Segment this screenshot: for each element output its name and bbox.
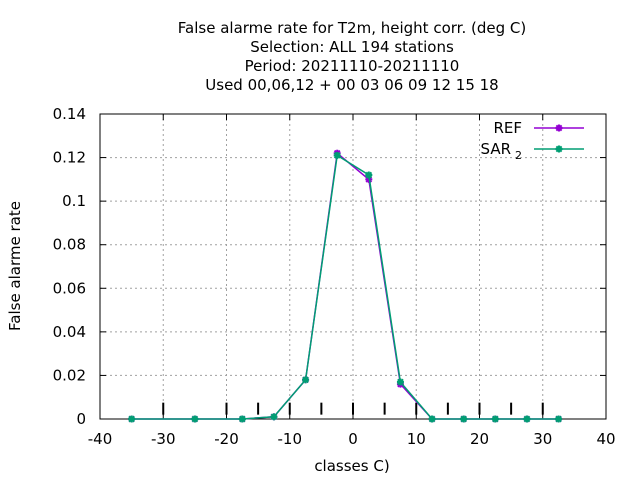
y-axis-label: False alarme rate (6, 201, 24, 331)
x-tick-label: -30 (151, 430, 176, 448)
x-axis-ticks: -40 -30 -20 -10 0 10 20 30 40 (88, 114, 616, 448)
legend-label-ref: REF (493, 119, 522, 137)
x-tick-label: 40 (596, 430, 615, 448)
y-axis-ticks: 0 0.02 0.04 0.06 0.08 0.1 0.12 0.14 (53, 105, 606, 428)
legend-marker-ref (555, 124, 563, 132)
series (128, 149, 563, 423)
x-tick-label: 20 (470, 430, 489, 448)
title-line: Period: 20211110-20211110 (245, 57, 460, 75)
x-axis-label: classes C) (314, 457, 389, 475)
chart-title: False alarme rate for T2m, height corr. … (178, 19, 526, 94)
x-tick-label: -20 (214, 430, 239, 448)
y-tick-label: 0.04 (53, 323, 86, 341)
legend-marker-sar (555, 145, 563, 153)
data-point-sar (333, 151, 341, 159)
x-tick-label: -40 (88, 430, 113, 448)
data-point-sar (365, 171, 373, 179)
data-point-sar (396, 378, 404, 386)
series-line-sar (131, 154, 559, 420)
data-point-sar (270, 413, 278, 421)
title-line: Used 00,06,12 + 00 03 06 09 12 15 18 (205, 76, 498, 94)
class-boundary-ticks (162, 402, 544, 415)
y-tick-label: 0.02 (53, 366, 86, 384)
y-tick-label: 0.12 (53, 149, 86, 167)
y-tick-label: 0.06 (53, 279, 86, 297)
x-tick-label: 30 (533, 430, 552, 448)
data-point-sar (191, 415, 199, 423)
data-point-sar (238, 415, 246, 423)
title-line: Selection: ALL 194 stations (250, 38, 454, 56)
data-point-sar (302, 376, 310, 384)
data-point-sar (428, 415, 436, 423)
title-line: False alarme rate for T2m, height corr. … (178, 19, 526, 37)
data-point-sar (523, 415, 531, 423)
data-point-sar (128, 415, 136, 423)
x-tick-label: 0 (348, 430, 358, 448)
y-tick-label: 0 (76, 410, 86, 428)
data-point-sar (491, 415, 499, 423)
y-tick-label: 0.14 (53, 105, 86, 123)
data-point-sar (460, 415, 468, 423)
y-tick-label: 0.1 (62, 192, 86, 210)
x-tick-label: -10 (278, 430, 303, 448)
grid (100, 114, 606, 419)
x-tick-label: 10 (407, 430, 426, 448)
series-line-ref (131, 151, 559, 420)
data-point-sar (555, 415, 563, 423)
y-tick-label: 0.08 (53, 236, 86, 254)
legend: REF SAR 2 (481, 119, 584, 162)
legend-label-sar: SAR 2 (481, 140, 522, 162)
